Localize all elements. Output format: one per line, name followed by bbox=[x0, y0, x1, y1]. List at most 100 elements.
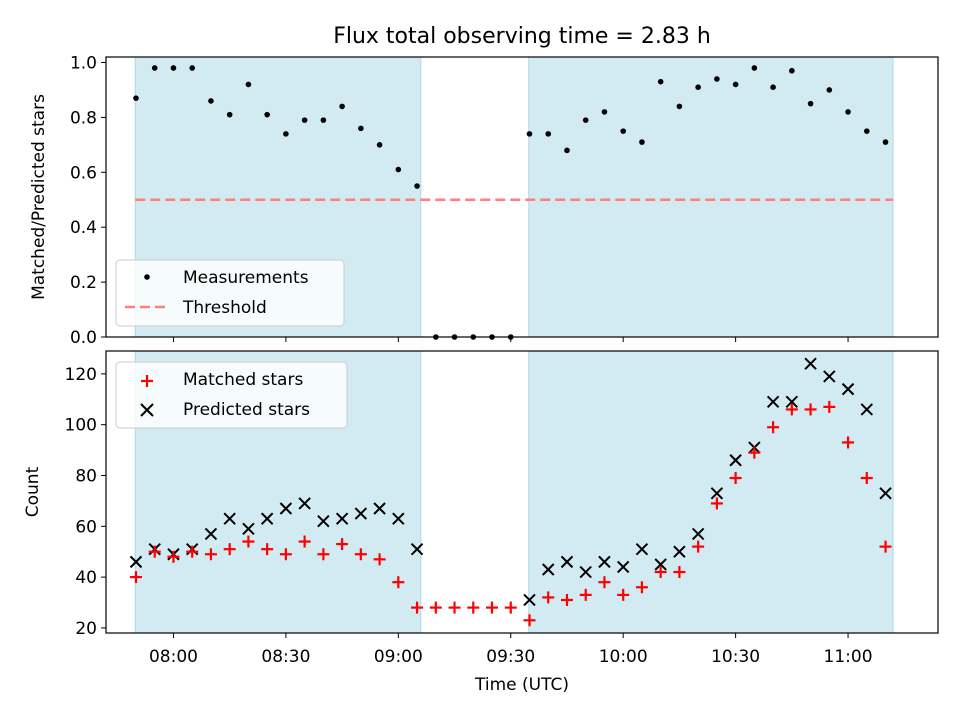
matched-stars-point bbox=[823, 400, 836, 413]
legend-threshold-label: Threshold bbox=[182, 298, 267, 318]
matched-stars-point bbox=[579, 588, 592, 601]
matched-stars-point bbox=[186, 545, 199, 558]
measurement-point bbox=[545, 131, 552, 137]
matched-stars-point bbox=[842, 436, 855, 449]
matched-stars-point bbox=[692, 540, 705, 553]
top-y-tick-label: 0.4 bbox=[70, 218, 97, 238]
matched-stars-point bbox=[542, 591, 555, 604]
predicted-stars-point bbox=[579, 565, 592, 579]
measurement-point bbox=[676, 103, 683, 110]
x-tick-label: 11:00 bbox=[824, 647, 873, 667]
matched-stars-point bbox=[598, 576, 611, 589]
bottom-y-tick-label: 20 bbox=[75, 619, 97, 639]
predicted-stars-point bbox=[335, 512, 349, 525]
matched-stars-point bbox=[654, 566, 667, 579]
x-tick-label: 10:00 bbox=[599, 647, 648, 667]
matched-stars-point bbox=[336, 538, 349, 551]
legend-measurements-label: Measurements bbox=[183, 268, 309, 288]
top-y-axis-label: Matched/Predicted stars bbox=[29, 94, 49, 300]
measurement-point bbox=[826, 87, 833, 93]
measurement-point bbox=[226, 111, 233, 118]
bottom-legend: Matched stars Predicted stars bbox=[115, 361, 348, 429]
predicted-stars-point bbox=[260, 512, 274, 525]
predicted-stars-point bbox=[635, 542, 649, 556]
matched-stars-point bbox=[879, 540, 892, 553]
measurement-point bbox=[732, 81, 739, 88]
top-axes-frame bbox=[105, 56, 939, 338]
matched-stars-point bbox=[279, 548, 292, 561]
predicted-stars-point bbox=[729, 454, 742, 467]
legend-matched-label: Matched stars bbox=[183, 370, 303, 390]
matched-stars-point bbox=[617, 588, 630, 601]
measurement-point bbox=[133, 95, 139, 101]
predicted-stars-point bbox=[392, 512, 405, 525]
measurement-point bbox=[601, 109, 608, 115]
measurement-point bbox=[882, 139, 889, 145]
matched-stars-point bbox=[429, 601, 442, 614]
predicted-stars-point bbox=[785, 395, 799, 409]
predicted-stars-point bbox=[860, 403, 873, 416]
predicted-stars-point bbox=[598, 555, 611, 569]
predicted-stars-point bbox=[279, 502, 293, 515]
bottom-y-tick-label: 60 bbox=[75, 517, 97, 537]
x-tick-label: 09:30 bbox=[486, 647, 535, 667]
predicted-stars-point bbox=[204, 527, 218, 541]
top-y-tick-label: 0.0 bbox=[70, 328, 97, 348]
x-tick-label: 10:30 bbox=[711, 647, 760, 667]
measurement-point bbox=[714, 76, 720, 82]
matched-stars-point bbox=[204, 548, 217, 561]
matched-stars-point bbox=[523, 614, 536, 627]
matched-stars-point bbox=[317, 548, 330, 561]
matched-stars-point bbox=[467, 601, 480, 614]
bottom-y-tick-label: 40 bbox=[75, 568, 97, 588]
matched-stars-point bbox=[223, 543, 236, 556]
bottom-y-tick-label: 100 bbox=[65, 416, 97, 436]
predicted-stars-point bbox=[616, 560, 630, 574]
measurement-point bbox=[339, 103, 345, 110]
bottom-panel: 20 40 60 80 100 120 08:00 08:30 09:00 09:30 10:00… bbox=[23, 350, 939, 695]
x-tick-label: 08:00 bbox=[149, 647, 198, 667]
predicted-stars-point bbox=[523, 593, 536, 607]
matched-stars-point bbox=[129, 571, 142, 584]
predicted-stars-point bbox=[710, 487, 724, 500]
predicted-stars-point bbox=[542, 563, 555, 576]
matched-stars-point bbox=[411, 601, 424, 614]
top-panel: 0.0 0.2 0.4 0.6 0.8 1.0 Matched/Predicted sta… bbox=[29, 53, 939, 348]
matched-stars-point bbox=[354, 548, 367, 561]
legend-matched-marker bbox=[141, 375, 153, 387]
measurement-point bbox=[301, 117, 308, 123]
x-axis-label: Time (UTC) bbox=[474, 675, 569, 695]
matched-stars-point bbox=[635, 581, 648, 594]
measurement-point bbox=[264, 111, 270, 118]
matched-stars-point bbox=[860, 472, 873, 485]
matched-stars-point bbox=[167, 550, 180, 563]
matched-stars-point bbox=[486, 601, 499, 614]
bottom-shaded-interval bbox=[528, 350, 894, 634]
predicted-stars-point bbox=[354, 507, 368, 520]
top-y-tick-label: 0.2 bbox=[70, 273, 97, 293]
measurement-point bbox=[789, 67, 795, 74]
measurement-point bbox=[208, 98, 214, 104]
bottom-y-tick-label: 120 bbox=[65, 365, 97, 385]
predicted-stars-point bbox=[766, 395, 780, 409]
bottom-y-axis-label: Count bbox=[23, 466, 43, 517]
matched-stars-point bbox=[448, 601, 461, 614]
measurement-point bbox=[639, 139, 645, 145]
predicted-stars-point bbox=[654, 558, 667, 571]
measurement-point bbox=[582, 117, 589, 123]
measurement-point bbox=[395, 166, 402, 173]
predicted-stars-point bbox=[223, 512, 236, 525]
matched-stars-point bbox=[392, 576, 405, 589]
predicted-stars-point bbox=[317, 515, 330, 528]
measurement-point bbox=[245, 81, 252, 88]
matched-stars-point bbox=[710, 497, 723, 510]
top-y-tick-label: 0.8 bbox=[70, 108, 97, 128]
measurement-point bbox=[358, 125, 364, 132]
top-y-tick-label: 0.6 bbox=[70, 163, 97, 183]
measurement-point bbox=[845, 109, 851, 115]
measurement-point bbox=[151, 65, 158, 71]
matched-stars-point bbox=[261, 543, 274, 556]
predicted-stars-point bbox=[410, 542, 424, 556]
predicted-stars-point bbox=[560, 555, 574, 569]
predicted-stars-point bbox=[373, 502, 386, 515]
